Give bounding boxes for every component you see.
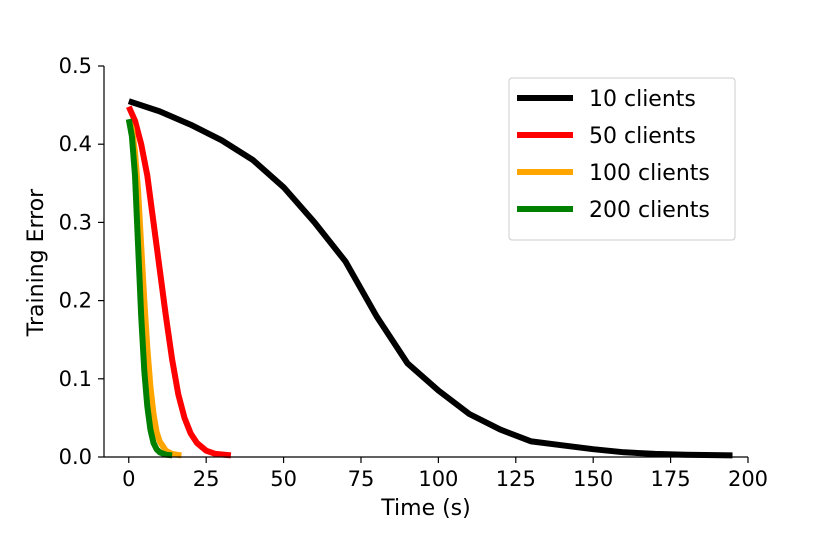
- y-tick-label: 0.2: [59, 289, 92, 313]
- y-tick-label: 0.0: [59, 445, 92, 469]
- x-tick-label: 0: [122, 467, 135, 491]
- y-tick-label: 0.1: [59, 367, 92, 391]
- legend-label: 200 clients: [589, 198, 710, 223]
- x-tick-label: 75: [348, 467, 375, 491]
- x-tick-label: 175: [651, 467, 691, 491]
- series-line-4: [125, 118, 173, 459]
- series-layer: [125, 98, 733, 459]
- y-tick-label: 0.3: [59, 210, 92, 234]
- series-line-1: [127, 98, 733, 459]
- x-tick-label: 50: [270, 467, 297, 491]
- x-tick-label: 150: [573, 467, 613, 491]
- x-axis-title: Time (s): [380, 496, 470, 521]
- y-tick-label: 0.5: [59, 54, 92, 78]
- y-axis-title: Training Error: [24, 188, 49, 337]
- legend: 10 clients 50 clients 100 clients 200 clien…: [508, 77, 736, 241]
- legend-box: [508, 77, 736, 241]
- y-tick-label: 0.4: [59, 132, 92, 156]
- legend-label: 10 clients: [589, 87, 696, 112]
- y-axis-ticks: 0.0 0.1 0.2 0.3 0.4 0.5: [59, 54, 104, 469]
- x-tick-label: 25: [193, 467, 220, 491]
- axes: [103, 66, 748, 458]
- x-tick-label: 100: [418, 467, 458, 491]
- x-tick-label: 125: [496, 467, 536, 491]
- series-line-2: [126, 105, 232, 459]
- x-axis-ticks: 0 25 50 75 100 125 150 175 200: [122, 457, 768, 491]
- legend-label: 50 clients: [589, 124, 696, 149]
- legend-label: 100 clients: [589, 161, 710, 186]
- x-tick-label: 200: [728, 467, 768, 491]
